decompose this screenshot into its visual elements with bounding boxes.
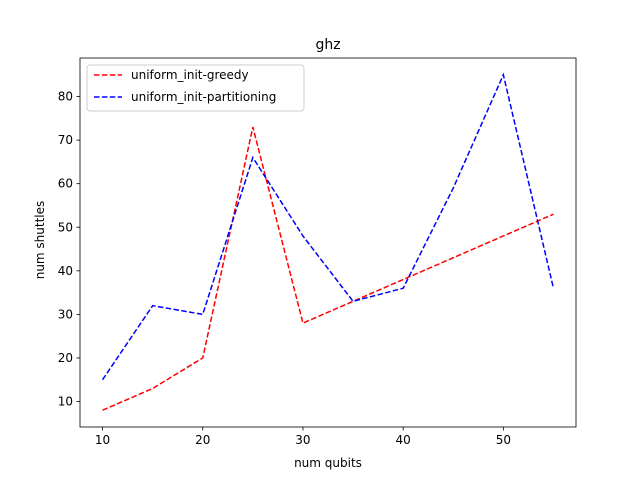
plot-area: 10 20 30 40 50 10 20 30 40 50 60 70 80 — [58, 57, 577, 447]
y-tick-label: 40 — [58, 264, 73, 278]
x-tick-label: 10 — [95, 433, 110, 447]
y-tick-label: 30 — [58, 307, 73, 321]
legend-label-2: uniform_init-partitioning — [131, 90, 276, 104]
axes-frame — [79, 57, 577, 428]
x-tick-label: 20 — [195, 433, 210, 447]
series-line-1 — [102, 126, 554, 411]
x-axis-label: num qubits — [294, 456, 362, 470]
chart-title: ghz — [315, 37, 340, 53]
y-tick-label: 60 — [58, 177, 73, 191]
y-tick-label: 70 — [58, 133, 73, 147]
y-axis-label: num shuttles — [33, 201, 47, 280]
legend: uniform_init-greedy uniform_init-partitio… — [86, 64, 305, 112]
y-tick-label: 20 — [58, 351, 73, 365]
x-tick-label: 30 — [295, 433, 310, 447]
y-tick-label: 80 — [58, 90, 73, 104]
series-line-2 — [101, 72, 555, 381]
y-tick-label: 10 — [58, 395, 73, 409]
x-tick-label: 50 — [496, 433, 511, 447]
legend-label-1: uniform_init-greedy — [131, 68, 249, 82]
y-tick-label: 50 — [58, 220, 73, 234]
x-tick-label: 40 — [396, 433, 411, 447]
legend-box — [86, 64, 305, 112]
